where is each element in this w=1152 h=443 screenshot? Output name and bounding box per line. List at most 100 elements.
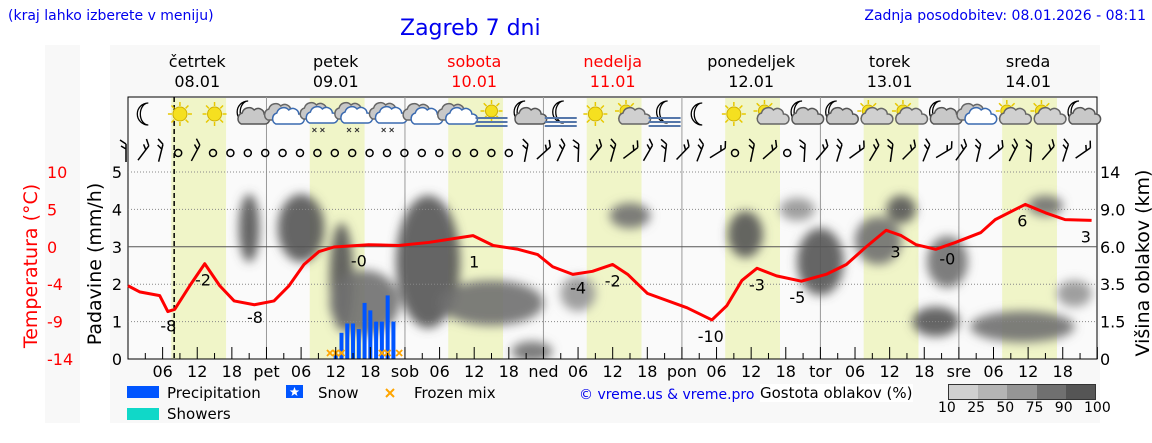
- day-header: petek 09.01: [271, 52, 401, 92]
- cloud-shape: [1033, 106, 1067, 125]
- wind-barb-shape: [1025, 139, 1033, 163]
- day-date: 12.01: [728, 72, 775, 91]
- cloud-height-tick-label: 0: [1100, 350, 1110, 369]
- sun-disc: [726, 106, 742, 122]
- precipitation-bar: [379, 321, 384, 359]
- calm-wind-icon: [243, 148, 253, 158]
- cloud-blob: [797, 228, 844, 296]
- day-name: sreda: [1005, 52, 1051, 71]
- sun-ray: [738, 119, 743, 124]
- sun-ray: [724, 119, 729, 124]
- wind-barb-shape: [902, 139, 917, 160]
- calm-wind-icon: [208, 148, 218, 158]
- legend-cloud-density: Gostota oblakov (%): [760, 384, 913, 402]
- x-tick-label: 06: [706, 362, 726, 381]
- sun-ray: [185, 104, 189, 109]
- wind-barb-icon: [622, 140, 639, 160]
- sun-disc: [485, 104, 499, 118]
- wind-barb-icon: [988, 139, 1004, 160]
- sun-ray: [630, 102, 635, 107]
- x-tick-label: tor: [809, 362, 832, 381]
- frozen-mix-marker: [378, 349, 386, 357]
- legend-showers-swatch: [127, 408, 159, 420]
- moon-cloud-icon: [236, 100, 271, 125]
- moon-cloud-icon: [825, 100, 859, 125]
- snowflake-icon: [320, 127, 325, 133]
- temperature-axis-panel: [45, 45, 80, 423]
- sun-icon: [721, 102, 746, 126]
- x-tick-label: 18: [776, 362, 796, 381]
- wind-barb-icon: [886, 138, 894, 163]
- sun-ray: [1011, 102, 1016, 107]
- frozen-mix-marker: [337, 349, 346, 357]
- legend-frozen-mix: Frozen mix: [414, 384, 496, 402]
- wind-barb-shape: [886, 138, 894, 163]
- sun-fog-icon: [475, 100, 508, 127]
- precipitation-bar: [374, 321, 379, 359]
- wind-barb-icon: [868, 138, 880, 162]
- copyright-link[interactable]: © vreme.us & vreme.pro: [579, 387, 755, 403]
- moon-fog-icon: [648, 100, 681, 127]
- calm-wind-icon: [278, 148, 287, 158]
- wind-barb-shape: [609, 138, 617, 162]
- density-swatch: [1065, 385, 1096, 399]
- day-date: 08.01: [174, 72, 221, 91]
- sun-icon: [167, 102, 192, 126]
- wind-barb-icon: [157, 138, 164, 162]
- wind-barb-icon: [1041, 139, 1055, 161]
- calm-wind-icon: [173, 148, 183, 158]
- wind-barb-icon: [1075, 140, 1092, 159]
- wind-barb-icon: [119, 139, 127, 162]
- cloud-shape: [895, 106, 929, 125]
- wind-barb-shape: [988, 139, 1004, 160]
- day-name: petek: [313, 52, 359, 71]
- wind-barb-shape: [798, 139, 806, 163]
- density-level-label: 50: [996, 400, 1015, 416]
- wind-barb-shape: [1062, 138, 1070, 162]
- x-tick-label: 18: [1053, 362, 1073, 381]
- cloud-height-tick-label: 6.0: [1100, 238, 1125, 257]
- sun-ray: [205, 119, 210, 124]
- x-tick-label: 12: [1018, 362, 1038, 381]
- wind-barb-shape: [137, 138, 150, 161]
- moon-crescent: [690, 102, 703, 126]
- temperature-label: -2: [605, 271, 621, 290]
- day-name: sobota: [447, 52, 502, 71]
- temp-tick-label: -14: [47, 350, 73, 369]
- precip-tick-label: 0: [112, 350, 122, 369]
- day-date: 13.01: [866, 72, 913, 91]
- wind-barb-shape: [935, 141, 953, 159]
- cloud-shape: [825, 106, 859, 125]
- day-date: 14.01: [1005, 72, 1052, 91]
- sun-disc: [172, 106, 188, 122]
- sun-disc: [587, 106, 603, 122]
- cloud-blob: [329, 270, 400, 336]
- wind-barb-shape: [849, 140, 865, 159]
- calm-wind-icon: [417, 148, 427, 158]
- moon-icon: [690, 102, 703, 126]
- density-level-label: 25: [967, 400, 986, 416]
- x-tick-label: 06: [152, 362, 172, 381]
- temp-tick-label: -9: [47, 313, 63, 332]
- legend-snow: Snow: [318, 384, 359, 402]
- wind-barb-icon: [974, 138, 982, 162]
- temperature-label: -10: [698, 327, 724, 346]
- sun-ray: [768, 102, 773, 107]
- legend-precipitation: Precipitation: [167, 384, 261, 402]
- x-tick-label: sre: [947, 362, 971, 381]
- calm-wind-icon: [365, 148, 374, 158]
- precip-axis-title: Padavine (mm/h): [84, 183, 106, 346]
- wind-barb-shape: [922, 138, 931, 162]
- snowflake-icon: [354, 127, 360, 133]
- snowflake-icon: [346, 127, 352, 133]
- wind-barb-shape: [536, 139, 552, 160]
- legend-precipitation-swatch: [127, 386, 159, 398]
- x-tick-label: 12: [187, 362, 207, 381]
- wind-barb-shape: [955, 138, 968, 161]
- wind-barb-shape: [762, 139, 778, 160]
- day-name: četrtek: [168, 52, 226, 71]
- menu-hint: (kraj lahko izberete v meniju): [8, 8, 214, 24]
- x-tick-label: 12: [741, 362, 761, 381]
- cloud-snow-icon: [368, 101, 408, 133]
- temperature-label: 6: [1017, 211, 1027, 230]
